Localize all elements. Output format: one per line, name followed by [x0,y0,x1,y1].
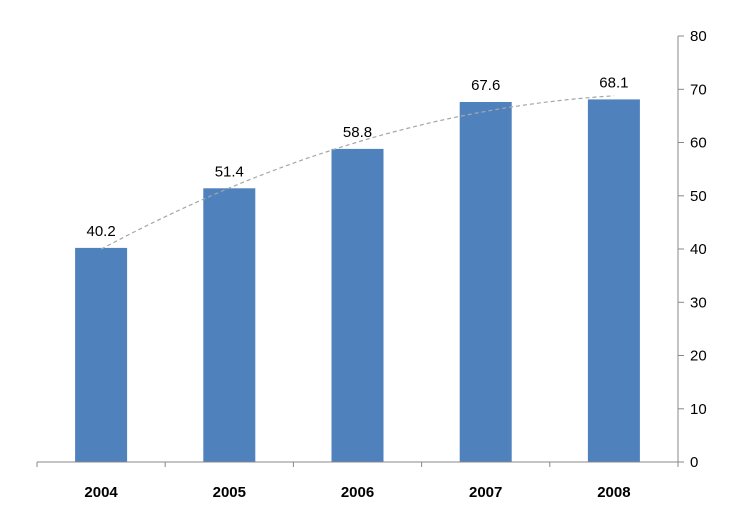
y-tick-label: 30 [690,294,707,311]
x-tick-label: 2006 [341,484,374,501]
bar-2004 [75,247,128,462]
data-label: 67.6 [471,77,500,94]
data-label: 51.4 [215,163,244,180]
y-tick-label: 20 [690,348,707,365]
data-label: 58.8 [343,124,372,141]
bar-2006 [331,148,384,462]
y-tick-label: 50 [690,188,707,205]
y-tick-label: 10 [690,401,707,418]
axes-layer [36,35,684,467]
bars-layer [75,99,640,463]
y-tick-label: 80 [690,28,707,45]
x-tick-label: 2004 [84,484,118,501]
bar-2005 [203,188,256,463]
y-tick-label: 40 [690,241,707,258]
y-tick-label: 70 [690,81,707,98]
bar-2008 [587,99,640,463]
data-label: 40.2 [86,223,115,240]
labels-layer: 0 10 20 30 40 50 60 70 80 2004 2005 2006 2007 2008 40.… [84,28,706,501]
bar-2007 [459,102,512,462]
x-tick-label: 2005 [213,484,246,501]
x-tick-label: 2008 [597,484,630,501]
y-tick-label: 0 [690,454,698,471]
data-label: 68.1 [599,74,628,91]
x-tick-label: 2007 [469,484,502,501]
y-tick-label: 60 [690,135,707,152]
